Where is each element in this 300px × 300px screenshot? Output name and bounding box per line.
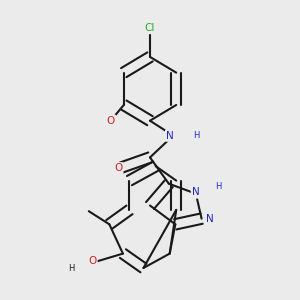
Text: O: O: [106, 116, 115, 126]
Text: H: H: [68, 263, 75, 272]
Text: N: N: [166, 130, 174, 141]
Text: Cl: Cl: [145, 22, 155, 33]
Text: O: O: [88, 256, 96, 266]
Text: N: N: [192, 188, 200, 197]
Text: H: H: [193, 131, 199, 140]
Text: H: H: [215, 182, 221, 191]
Text: N: N: [206, 214, 214, 224]
Text: O: O: [114, 164, 122, 173]
